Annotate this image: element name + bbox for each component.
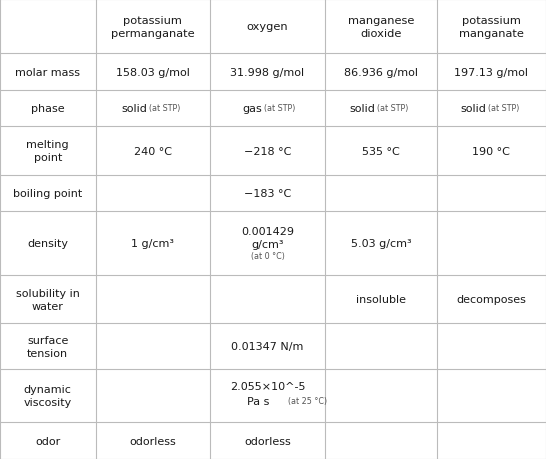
Text: 0.001429
g/cm³: 0.001429 g/cm³ — [241, 226, 294, 250]
Text: 0.01347 N/m: 0.01347 N/m — [232, 341, 304, 352]
Text: 197.13 g/mol: 197.13 g/mol — [454, 67, 529, 78]
Text: (at STP): (at STP) — [377, 103, 408, 112]
Text: dynamic
viscosity: dynamic viscosity — [23, 385, 72, 408]
Text: melting
point: melting point — [26, 140, 69, 163]
Text: oxygen: oxygen — [247, 22, 288, 32]
Text: potassium
permanganate: potassium permanganate — [111, 16, 195, 39]
Text: (at 0 °C): (at 0 °C) — [251, 252, 284, 261]
Text: decomposes: decomposes — [456, 295, 526, 304]
Text: odorless: odorless — [244, 436, 291, 446]
Text: −183 °C: −183 °C — [244, 189, 291, 199]
Text: 31.998 g/mol: 31.998 g/mol — [230, 67, 305, 78]
Text: (at 25 °C): (at 25 °C) — [288, 396, 327, 405]
Text: boiling point: boiling point — [13, 189, 82, 199]
Text: insoluble: insoluble — [356, 295, 406, 304]
Text: 5.03 g/cm³: 5.03 g/cm³ — [351, 239, 411, 249]
Text: 535 °C: 535 °C — [362, 146, 400, 156]
Text: odor: odor — [35, 436, 61, 446]
Text: manganese
dioxide: manganese dioxide — [348, 16, 414, 39]
Text: molar mass: molar mass — [15, 67, 80, 78]
Text: surface
tension: surface tension — [27, 335, 68, 358]
Text: density: density — [27, 239, 68, 249]
Text: gas: gas — [242, 104, 262, 114]
Text: −218 °C: −218 °C — [244, 146, 291, 156]
Text: 2.055×10^-5: 2.055×10^-5 — [230, 381, 305, 392]
Text: solid: solid — [122, 104, 147, 114]
Text: solid: solid — [349, 104, 376, 114]
Text: 86.936 g/mol: 86.936 g/mol — [344, 67, 418, 78]
Text: potassium
manganate: potassium manganate — [459, 16, 524, 39]
Text: (at STP): (at STP) — [488, 103, 519, 112]
Text: Pa s: Pa s — [247, 396, 269, 406]
Text: 240 °C: 240 °C — [134, 146, 172, 156]
Text: 1 g/cm³: 1 g/cm³ — [132, 239, 174, 249]
Text: phase: phase — [31, 104, 64, 114]
Text: (at STP): (at STP) — [264, 103, 295, 112]
Text: solubility in
water: solubility in water — [16, 288, 80, 311]
Text: odorless: odorless — [129, 436, 176, 446]
Text: solid: solid — [460, 104, 486, 114]
Text: (at STP): (at STP) — [149, 103, 180, 112]
Text: 158.03 g/mol: 158.03 g/mol — [116, 67, 190, 78]
Text: 190 °C: 190 °C — [472, 146, 511, 156]
